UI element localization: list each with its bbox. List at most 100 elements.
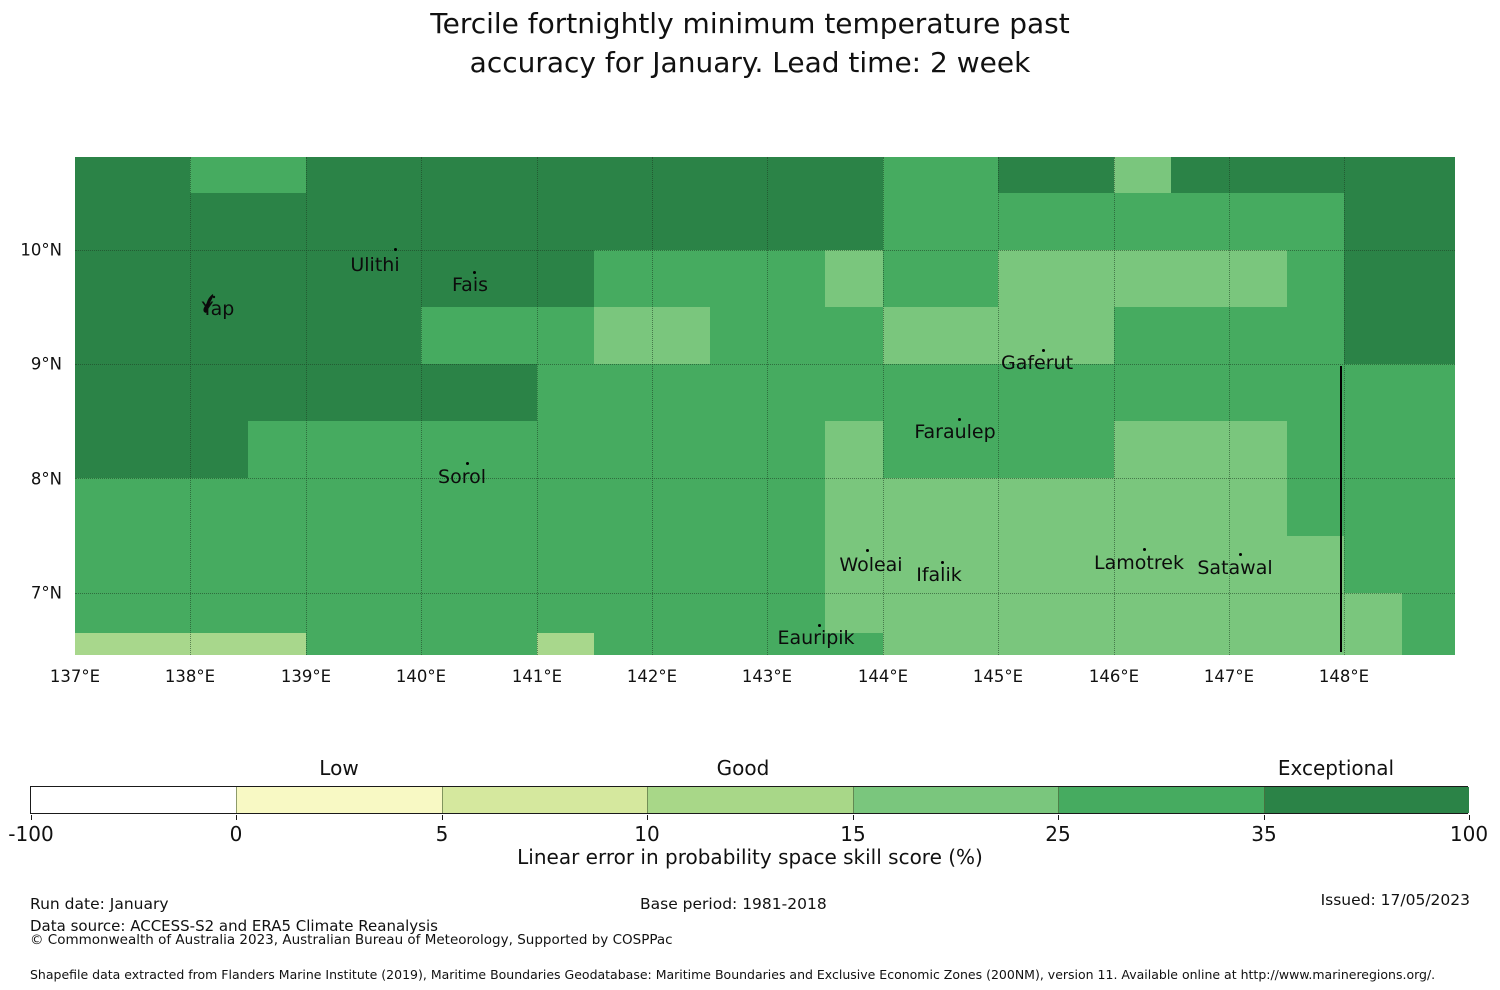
map-cell (767, 364, 825, 421)
map-cell (479, 307, 537, 364)
map-cell (1171, 307, 1229, 364)
map-cell (941, 421, 998, 478)
map-cell (825, 250, 883, 307)
longitude-tick-label: 141°E (511, 667, 563, 686)
map-cell (1114, 421, 1171, 478)
island-shape-yap (200, 291, 218, 319)
colorbar-segment (1058, 787, 1264, 813)
colorbar-tick-label: 10 (634, 822, 660, 846)
map-cell (248, 157, 306, 193)
map-cell (1114, 193, 1171, 250)
island-marker-dot (958, 418, 961, 421)
map-cell (248, 633, 306, 655)
graticule-meridian (767, 157, 768, 655)
map-cell (537, 157, 594, 193)
map-cell (1402, 250, 1455, 307)
map-cell (537, 536, 594, 593)
map-cell (1114, 250, 1171, 307)
island-label: Ifalik (916, 564, 962, 586)
map-cell (421, 157, 479, 193)
map-cell (248, 421, 306, 478)
map-cell (883, 593, 941, 633)
colorbar-tick-label: 35 (1251, 822, 1277, 846)
map-cell (421, 364, 479, 421)
longitude-tick-label: 143°E (741, 667, 793, 686)
map-cell (652, 478, 710, 536)
island-marker-dot (466, 462, 469, 465)
map-cell (364, 364, 421, 421)
map-cell (941, 307, 998, 364)
map-cell (883, 421, 941, 478)
map-cell (652, 364, 710, 421)
colorbar-tick (31, 815, 32, 820)
map-cell (364, 593, 421, 633)
map-cell (190, 250, 248, 307)
map-cell (1171, 478, 1229, 536)
colorbar-segment (31, 787, 237, 813)
map-cell (1402, 364, 1455, 421)
map-cell (1229, 307, 1287, 364)
island-label: Yap (201, 298, 235, 320)
island-marker-dot (1143, 548, 1146, 551)
map-cell (767, 193, 825, 250)
map-cell (133, 593, 190, 633)
map-cell (133, 478, 190, 536)
map-cell (248, 536, 306, 593)
map-cell (652, 633, 710, 655)
colorbar-tick (1469, 815, 1470, 820)
map-cell (883, 478, 941, 536)
map-cell (1402, 478, 1455, 536)
map-cell (710, 364, 767, 421)
graticule-meridian (537, 157, 538, 655)
map-cell (1229, 478, 1287, 536)
map-cell (998, 364, 1056, 421)
map-cell (825, 193, 883, 250)
map-cell (1171, 593, 1229, 633)
map-cell (825, 307, 883, 364)
colorbar: -100 0 5 10 15 25 35 100 Low Good Exceptional (8, 756, 1488, 846)
map-cell (537, 633, 594, 655)
map-cell (1114, 478, 1171, 536)
map-cell (767, 478, 825, 536)
map-cell (248, 364, 306, 421)
map-cell (594, 633, 652, 655)
map-cell (364, 193, 421, 250)
colorbar-segment (852, 787, 1059, 813)
map-cell (479, 364, 537, 421)
colorbar-tick-label: 100 (1449, 822, 1489, 846)
map-cell (941, 157, 998, 193)
island-marker-dot (941, 561, 944, 564)
map-cell (883, 250, 941, 307)
map-cell (1114, 364, 1171, 421)
copyright-text: © Commonwealth of Australia 2023, Austra… (30, 932, 673, 948)
map-cell (421, 421, 479, 478)
map-cell (133, 536, 190, 593)
longitude-tick-label: 147°E (1203, 667, 1255, 686)
graticule-meridian (1229, 157, 1230, 655)
map-cell (1344, 633, 1402, 655)
colorbar-category-label: Low (319, 756, 359, 780)
longitude-tick-label: 144°E (857, 667, 909, 686)
map-cell (1402, 593, 1455, 633)
map-cell (248, 478, 306, 536)
map-cell (364, 250, 421, 307)
map-cell (248, 193, 306, 250)
map-cell (941, 536, 998, 593)
map-cell (825, 478, 883, 536)
map-cell (479, 478, 537, 536)
colorbar-tick-label: 0 (229, 822, 243, 846)
island-label: Woleai (839, 554, 903, 576)
map-cell (1402, 157, 1455, 193)
map-cell (1114, 633, 1171, 655)
map-cell (248, 593, 306, 633)
map-cell (998, 157, 1056, 193)
map-cell (479, 250, 537, 307)
map-cell (479, 593, 537, 633)
island-label: Gaferut (1000, 352, 1074, 374)
map-cell (652, 193, 710, 250)
map-cell (594, 157, 652, 193)
colorbar-category-label: Exceptional (1277, 756, 1395, 780)
map-cell (1229, 193, 1287, 250)
colorbar-axis-label: Linear error in probability space skill … (517, 845, 983, 869)
longitude-tick-label: 142°E (626, 667, 678, 686)
